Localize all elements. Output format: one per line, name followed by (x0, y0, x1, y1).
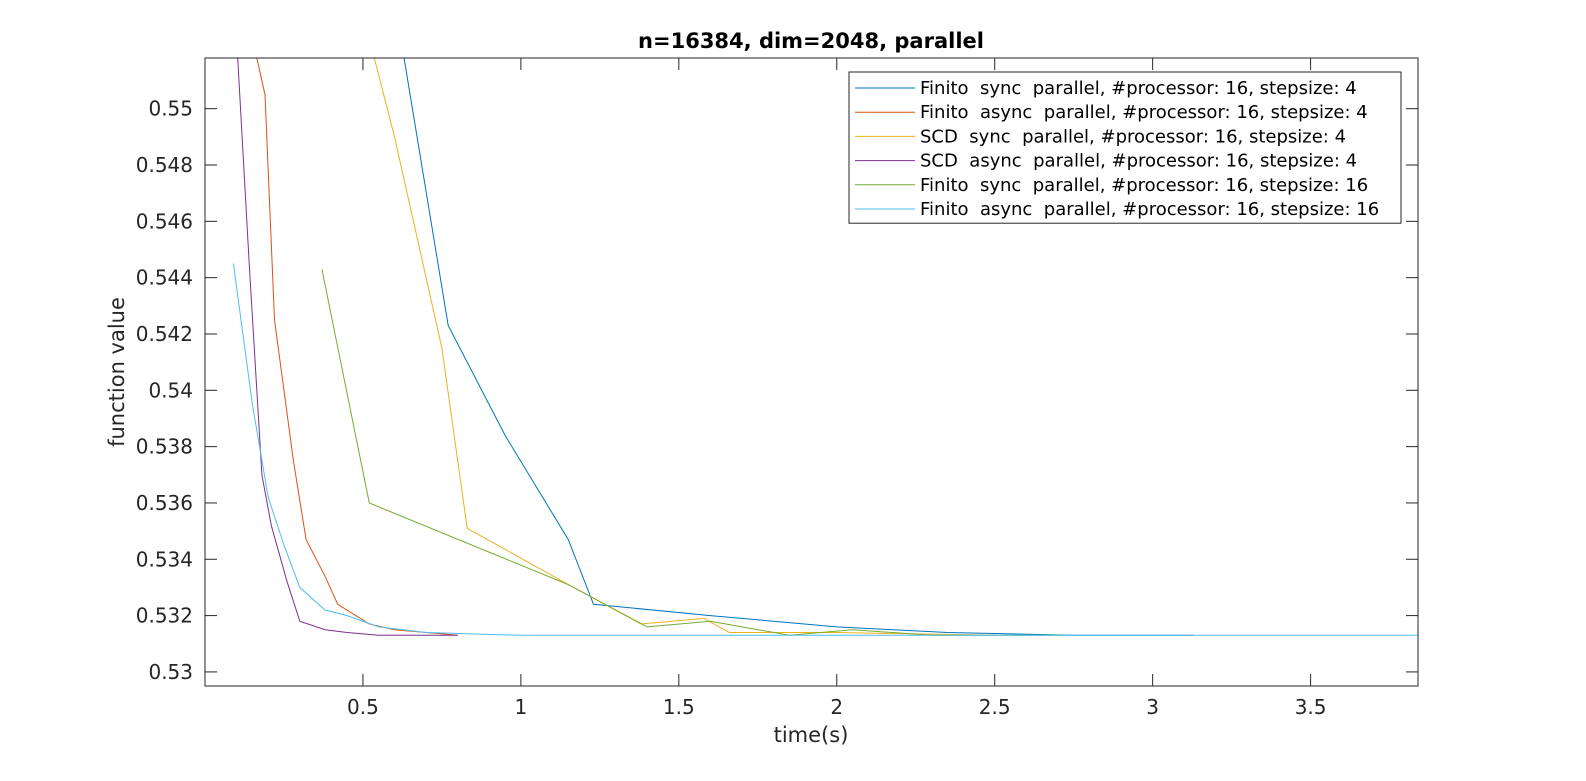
x-tick-label: 3.5 (1295, 695, 1327, 719)
x-axis-label: time(s) (774, 723, 849, 747)
legend-box (848, 71, 1402, 224)
y-tick-label: 0.534 (136, 547, 193, 571)
series-line-6 (232, 263, 1418, 636)
series-line-4 (237, 58, 458, 636)
legend-label-4: SCD async parallel, #processor: 16, step… (920, 151, 1357, 172)
series-line-1 (403, 58, 1194, 636)
legend-label-1: Finito sync parallel, #processor: 16, st… (920, 78, 1357, 99)
y-tick-label: 0.536 (136, 491, 193, 515)
series-line-5 (321, 269, 1065, 636)
y-tick-label: 0.546 (136, 209, 193, 233)
series-layer (232, 58, 1418, 636)
y-tick-label: 0.538 (136, 435, 193, 459)
chart-title: n=16384, dim=2048, parallel (638, 29, 984, 53)
x-tick-label: 3 (1146, 695, 1159, 719)
y-tick-label: 0.532 (136, 604, 193, 628)
x-tick-label: 1 (515, 695, 528, 719)
legend-label-2: Finito async parallel, #processor: 16, s… (920, 102, 1368, 123)
y-tick-label: 0.544 (136, 266, 193, 290)
y-axis-label: function value (105, 297, 129, 447)
y-tick-label: 0.548 (136, 153, 193, 177)
x-tick-label: 2.5 (979, 695, 1011, 719)
plot-frame (204, 57, 1419, 687)
legend: Finito sync parallel, #processor: 16, st… (848, 71, 1402, 224)
x-tick-label: 0.5 (347, 695, 379, 719)
x-tick-label: 1.5 (663, 695, 695, 719)
legend-label-6: Finito async parallel, #processor: 16, s… (920, 199, 1379, 220)
series-line-2 (256, 58, 458, 636)
y-tick-label: 0.55 (148, 97, 193, 121)
x-axis: 0.5 1 1.5 2 2.5 3 3.5 (347, 58, 1327, 719)
y-axis: 0.53 0.532 0.534 0.536 0.538 0.54 0.542 0.544 0.… (136, 97, 1418, 684)
y-tick-label: 0.54 (148, 378, 193, 402)
y-tick-label: 0.53 (148, 660, 193, 684)
legend-label-5: Finito sync parallel, #processor: 16, st… (920, 175, 1368, 196)
legend-label-3: SCD sync parallel, #processor: 16, steps… (920, 126, 1346, 147)
x-tick-label: 2 (830, 695, 843, 719)
y-tick-label: 0.542 (136, 322, 193, 346)
